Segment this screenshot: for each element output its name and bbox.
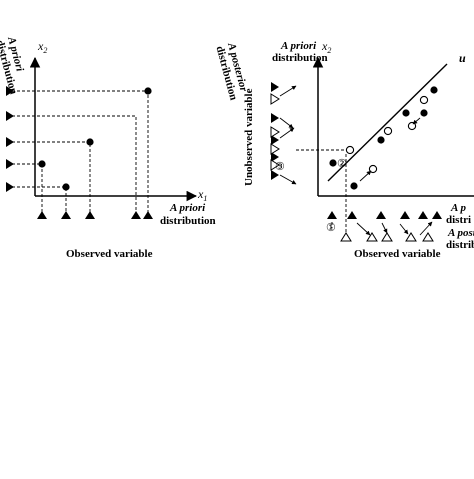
left-point: [86, 138, 94, 146]
marker-1: ①: [326, 222, 336, 234]
right-edge-label-3: A poste: [447, 227, 474, 239]
right-unobserved-label: Unobserved variable: [243, 88, 255, 186]
marker-2: ②: [337, 158, 347, 170]
guide-point-5: [12, 90, 149, 212]
prior-triangle: [6, 137, 14, 147]
right-y-axis-label: x2: [321, 39, 331, 55]
left-x-axis-label: x1: [197, 187, 207, 203]
open-point: [419, 95, 429, 105]
right-filled-points: [329, 86, 438, 190]
prior-triangle: [37, 211, 47, 219]
filled-point: [402, 109, 410, 117]
guide-point-3: [12, 141, 91, 212]
left-point: [38, 160, 46, 168]
filled-point: [329, 159, 337, 167]
left-guide-lines: [12, 90, 149, 212]
regression-line-label: u: [459, 51, 466, 65]
prior-triangle: [6, 86, 14, 96]
posterior-triangle: [340, 232, 352, 242]
prior-triangle: [131, 211, 141, 219]
right-y-triangles: [270, 82, 297, 185]
filled-point: [377, 136, 385, 144]
posterior-triangle: [270, 126, 280, 138]
right-x-triangles: [327, 211, 442, 242]
left-y-axis-label: x2: [37, 39, 47, 55]
prior-triangle: [271, 135, 279, 145]
left-point: [62, 183, 70, 191]
left-x-distribution-label-1: A priori: [169, 202, 206, 214]
posterior-triangle: [270, 93, 280, 105]
right-panel: x2 A priori distribution A posterior dis…: [214, 39, 474, 260]
prior-triangle: [6, 182, 14, 192]
right-open-points: [345, 95, 429, 174]
left-observed-variable-label: Observed variable: [66, 248, 153, 260]
prior-triangle: [327, 211, 337, 219]
prior-triangle: [400, 211, 410, 219]
prior-triangle: [271, 170, 279, 180]
prior-triangle: [432, 211, 442, 219]
regression-line: [327, 63, 448, 182]
posterior-triangle: [366, 232, 378, 242]
prior-triangle: [61, 211, 71, 219]
prior-triangle: [376, 211, 386, 219]
right-shift-arrows: [359, 117, 421, 182]
left-x-prior-triangles: [37, 211, 153, 219]
left-x-distribution-label-2: distribution: [160, 215, 216, 227]
open-point: [383, 126, 393, 136]
right-guide-lines: [296, 149, 347, 240]
marker-3: ③: [275, 161, 285, 173]
posterior-triangle: [422, 232, 434, 242]
left-y-prior-triangles: [6, 86, 14, 192]
filled-point: [420, 109, 428, 117]
filled-point: [350, 182, 358, 190]
prior-triangle: [271, 82, 279, 92]
guide-point-4: [12, 115, 137, 212]
guide-point-1: [12, 186, 67, 212]
posterior-triangle: [405, 232, 417, 242]
prior-triangle: [6, 111, 14, 121]
right-top-label-2: distribution: [272, 52, 328, 64]
prior-triangle: [6, 159, 14, 169]
posterior-triangle: [270, 159, 280, 171]
prior-triangle: [347, 211, 357, 219]
prior-triangle: [271, 113, 279, 123]
right-edge-label-2: distri: [446, 214, 471, 226]
right-observed-variable-label: Observed variable: [354, 248, 441, 260]
left-y-distribution-label: A priori distribution: [0, 35, 26, 96]
left-panel: x1 x2 A priori distribution A priori dis…: [0, 35, 216, 260]
right-edge-label-1: A p: [450, 202, 466, 214]
prior-triangle: [143, 211, 153, 219]
posterior-triangle: [270, 143, 280, 155]
right-top-label-1: A priori: [280, 40, 317, 52]
posterior-triangle: [381, 232, 393, 242]
prior-triangle: [85, 211, 95, 219]
left-points: [38, 87, 152, 191]
guide-point-2: [12, 163, 43, 212]
open-point: [345, 145, 355, 155]
left-point: [144, 87, 152, 95]
open-point: [407, 121, 417, 131]
prior-triangle: [418, 211, 428, 219]
prior-triangle: [271, 152, 279, 162]
right-edge-label-4: distribu: [446, 239, 474, 251]
filled-point: [430, 86, 438, 94]
